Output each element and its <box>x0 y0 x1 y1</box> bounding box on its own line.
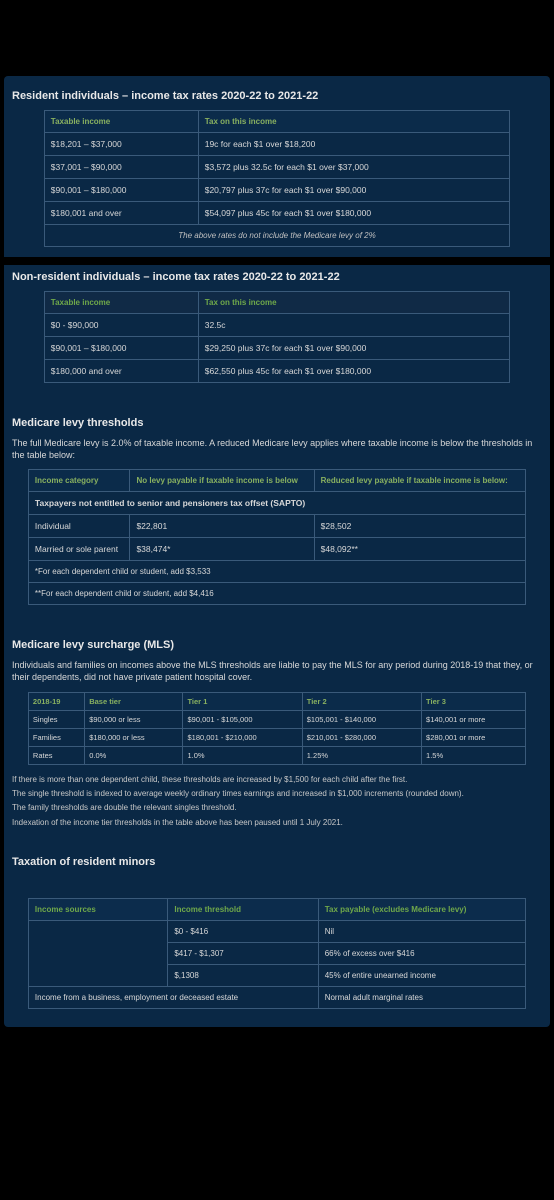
ml-h3: Reduced levy payable if taxable income i… <box>314 470 525 492</box>
sapto-row: Taxpayers not entitled to senior and pen… <box>28 492 525 515</box>
nonresident-title: Non-resident individuals – income tax ra… <box>12 271 542 283</box>
nonresident-table: Taxable income Tax on this income $0 - $… <box>44 291 510 383</box>
minors-h3: Tax payable (excludes Medicare levy) <box>318 899 525 921</box>
table-row: Income from a business, employment or de… <box>28 987 525 1009</box>
nonres-h2: Tax on this income <box>198 292 509 314</box>
table-row: Singles $90,000 or less $90,001 - $105,0… <box>28 710 525 728</box>
nonres-h1: Taxable income <box>44 292 198 314</box>
mls-h4: Tier 3 <box>422 692 526 710</box>
medicare-levy-table: Income category No levy payable if taxab… <box>28 469 526 605</box>
resident-footnote: The above rates do not include the Medic… <box>44 225 509 247</box>
mls-h1: Base tier <box>85 692 183 710</box>
table-row: Rates 0.0% 1.0% 1.25% 1.5% <box>28 746 525 764</box>
mls-note4: Indexation of the income tier thresholds… <box>12 818 542 828</box>
ml-h2: No levy payable if taxable income is bel… <box>130 470 314 492</box>
resident-title: Resident individuals – income tax rates … <box>12 90 542 102</box>
minors-h1: Income sources <box>28 899 167 921</box>
table-row: $90,001 – $180,000$20,797 plus 37c for e… <box>44 179 509 202</box>
mls-intro: Individuals and families on incomes abov… <box>12 659 542 683</box>
medicare-levy-title: Medicare levy thresholds <box>12 417 542 429</box>
table-row: Families $180,000 or less $180,001 - $21… <box>28 728 525 746</box>
minors-h2: Income threshold <box>168 899 318 921</box>
ml-h1: Income category <box>28 470 130 492</box>
table-row: $0 - $90,00032.5c <box>44 314 509 337</box>
minors-title: Taxation of resident minors <box>12 856 542 868</box>
table-row: $90,001 – $180,000$29,250 plus 37c for e… <box>44 337 509 360</box>
ml-note2: **For each dependent child or student, a… <box>28 583 525 605</box>
resident-h2: Tax on this income <box>198 111 509 133</box>
table-row: $37,001 – $90,000$3,572 plus 32.5c for e… <box>44 156 509 179</box>
table-row: $18,201 – $37,00019c for each $1 over $1… <box>44 133 509 156</box>
table-row: Married or sole parent$38,474*$48,092** <box>28 538 525 561</box>
table-row: $180,001 and over$54,097 plus 45c for ea… <box>44 202 509 225</box>
minors-table: Income sources Income threshold Tax paya… <box>28 898 526 1009</box>
ml-note1: *For each dependent child or student, ad… <box>28 561 525 583</box>
mls-note1: If there is more than one dependent chil… <box>12 775 542 785</box>
mls-h2: Tier 1 <box>183 692 302 710</box>
mls-h0: 2018-19 <box>28 692 84 710</box>
mls-note2: The single threshold is indexed to avera… <box>12 789 542 799</box>
mls-h3: Tier 2 <box>302 692 421 710</box>
medicare-levy-intro: The full Medicare levy is 2.0% of taxabl… <box>12 437 542 461</box>
table-row: $180,000 and over$62,550 plus 45c for ea… <box>44 360 509 383</box>
resident-table: Taxable income Tax on this income $18,20… <box>44 110 510 247</box>
table-row: Individual$22,801$28,502 <box>28 515 525 538</box>
mls-table: 2018-19 Base tier Tier 1 Tier 2 Tier 3 S… <box>28 692 526 765</box>
mls-note3: The family thresholds are double the rel… <box>12 803 542 813</box>
table-row: $0 - $416 Nil <box>28 921 525 943</box>
minors-src-cell <box>28 921 167 987</box>
resident-h1: Taxable income <box>44 111 198 133</box>
mls-title: Medicare levy surcharge (MLS) <box>12 639 542 651</box>
